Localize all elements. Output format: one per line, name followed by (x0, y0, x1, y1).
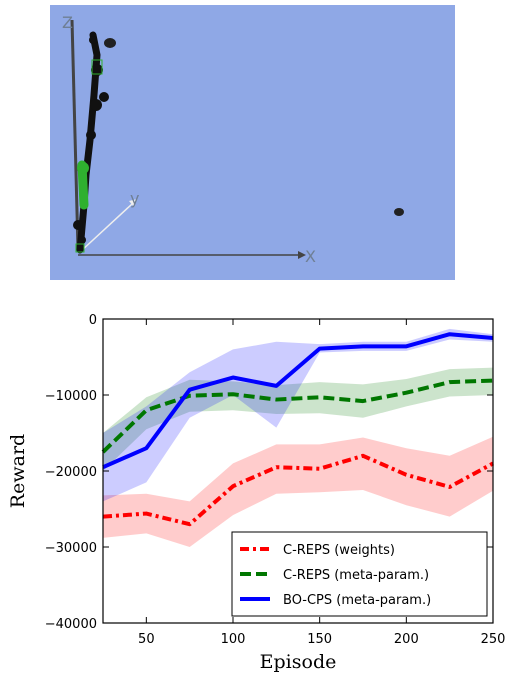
series-line-bo-cps-meta-param (102, 332, 494, 470)
plot-area-frame (102, 318, 494, 624)
legend-label-bo-cps-meta: BO-CPS (meta-param.) (283, 593, 431, 608)
x-axis-arrow (298, 251, 306, 259)
x-tick-label: 250 (481, 632, 506, 647)
y-tick-label: −20000 (45, 465, 97, 480)
z-axis-label: Z (62, 13, 73, 32)
x-axis-label: X (305, 247, 316, 266)
y-tick-label: 0 (89, 313, 97, 328)
band-c-reps-meta-param (103, 367, 493, 471)
x-axis-title: Episode (260, 651, 337, 673)
z-axis-line (70, 19, 80, 251)
y-axis-label: y (130, 189, 139, 208)
y-tick-label: −10000 (45, 389, 97, 404)
y-axis-title: Reward (7, 434, 29, 508)
legend-label-c-reps-weights: C-REPS (weights) (283, 543, 395, 558)
x-tick-label: 100 (221, 632, 246, 647)
y-tick-label: −40000 (45, 617, 97, 632)
robot-arm (73, 31, 109, 254)
series-line-c-reps-meta-param (101, 378, 494, 454)
band-c-reps-weights (103, 436, 493, 547)
target-ball-top (104, 38, 116, 48)
legend: C-REPS (weights) C-REPS (meta-param.) BO… (231, 531, 488, 617)
legend-box (231, 531, 488, 617)
legend-label-c-reps-meta: C-REPS (meta-param.) (283, 568, 429, 583)
target-ball-right (394, 208, 404, 216)
y-axis-arrow (129, 199, 137, 207)
y-axis-line (79, 203, 133, 253)
x-tick-label: 200 (394, 632, 419, 647)
band-bo-cps-meta-param (103, 328, 493, 502)
series-line-c-reps-weights (102, 453, 494, 527)
y-tick-label: −30000 (45, 541, 97, 556)
scene-background (50, 5, 455, 280)
robot-scene-viewport: Z X y (50, 5, 455, 280)
x-tick-label: 150 (307, 632, 332, 647)
x-tick-label: 50 (138, 632, 155, 647)
